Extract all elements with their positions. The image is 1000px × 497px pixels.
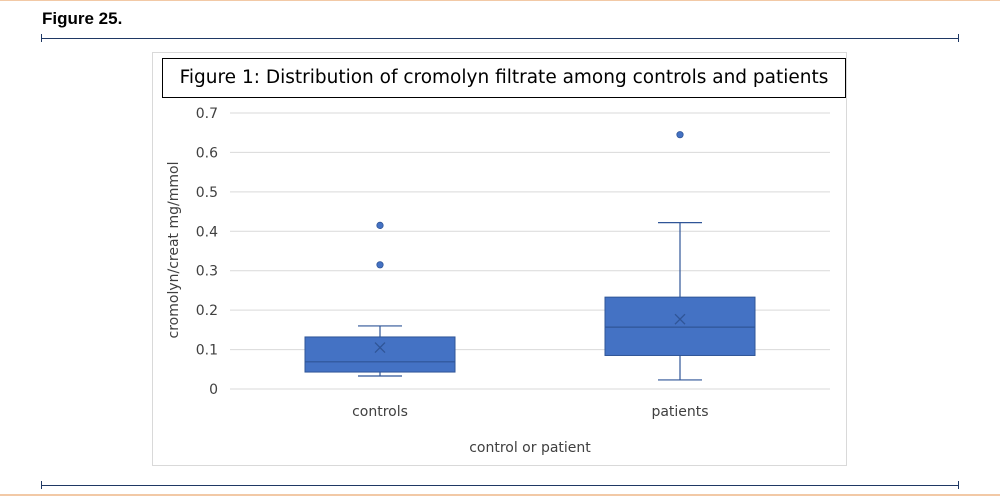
top-rule (41, 34, 959, 42)
chart-title: Figure 1: Distribution of cromolyn filtr… (162, 58, 846, 98)
y-tick-label: 0.3 (196, 264, 218, 280)
page-bottom-border (0, 494, 1000, 496)
figure-label: Figure 25. (42, 9, 123, 28)
page-top-border (0, 0, 1000, 1)
x-tick-labels: controls patients (352, 404, 708, 420)
y-tick-label: 0.7 (196, 106, 218, 122)
outlier-point (376, 221, 384, 229)
bottom-rule-right-tick (958, 481, 959, 489)
y-tick-label: 0.1 (196, 343, 218, 359)
outlier-point (676, 131, 684, 139)
y-axis-label: cromolyn/creat mg/mmol (166, 162, 182, 339)
y-tick-label: 0 (209, 382, 218, 398)
x-axis-label: control or patient (469, 440, 591, 456)
y-tick-labels: 0 0.1 0.2 0.3 0.4 0.5 0.6 0.7 (196, 106, 218, 398)
bottom-rule-left-tick (41, 481, 42, 489)
box-layer (304, 131, 756, 381)
box-patients (604, 296, 756, 356)
bottom-rule (41, 481, 959, 489)
y-tick-label: 0.6 (196, 145, 218, 161)
mean-marker (374, 342, 386, 354)
x-tick-label: patients (651, 404, 708, 420)
x-tick-label: controls (352, 404, 408, 420)
y-tick-label: 0.2 (196, 303, 218, 319)
y-tick-label: 0.4 (196, 224, 218, 240)
y-tick-label: 0.5 (196, 185, 218, 201)
top-rule-left-tick (41, 34, 42, 42)
box-controls (304, 336, 456, 373)
outlier-point (376, 261, 384, 269)
mean-marker (674, 313, 686, 325)
chart-frame (152, 52, 847, 466)
top-rule-right-tick (958, 34, 959, 42)
